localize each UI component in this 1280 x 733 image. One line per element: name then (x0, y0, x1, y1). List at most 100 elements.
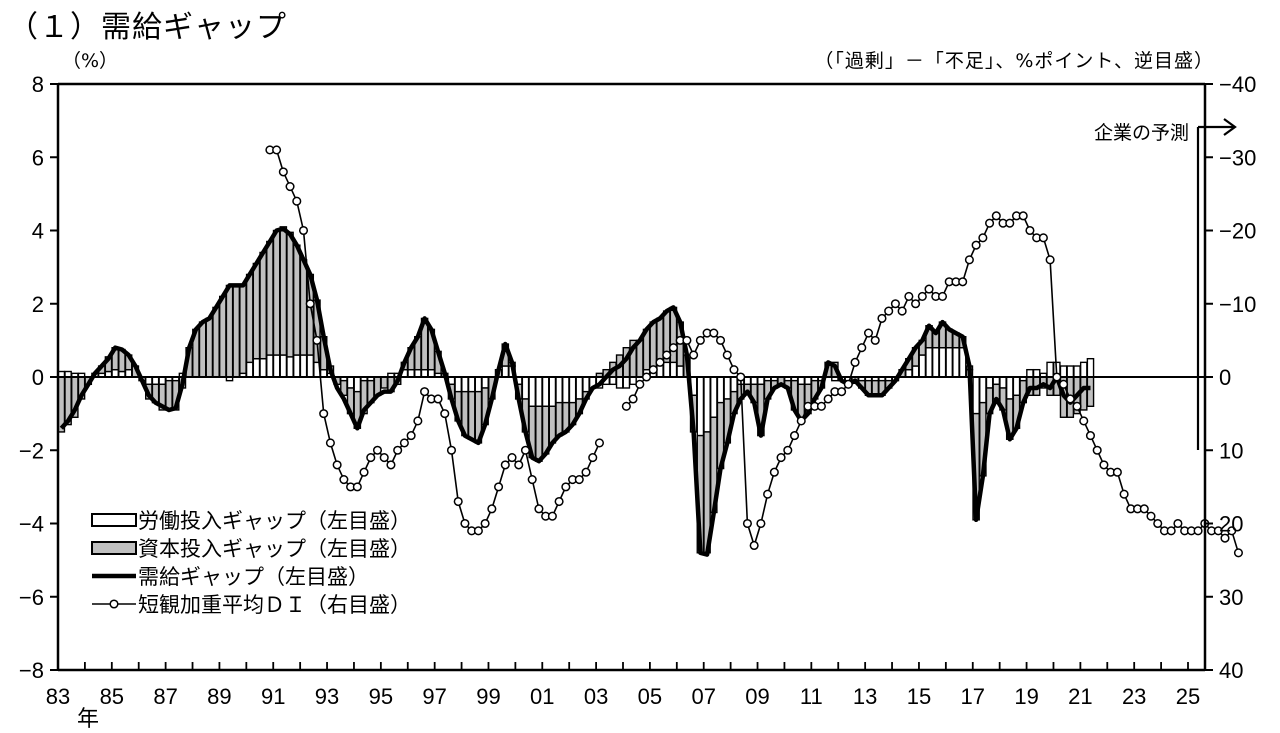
capital-bar (279, 226, 288, 356)
labor-bar (528, 376, 536, 407)
tankan-di-marker (924, 284, 934, 294)
tankan-di-marker (487, 504, 497, 514)
labor-bar (353, 376, 362, 393)
tankan-di-marker (863, 328, 874, 338)
tankan-di-marker (756, 518, 766, 529)
labor-bar (319, 368, 328, 378)
labor-bar (750, 376, 758, 386)
tankan-di-marker (1166, 526, 1176, 536)
tankan-di-marker (581, 467, 591, 477)
labor-bar (797, 376, 806, 386)
tankan-di-marker (272, 145, 282, 155)
capital-bar (245, 273, 254, 364)
tankan-di-marker (1099, 460, 1109, 470)
tankan-di-marker (958, 277, 968, 287)
tankan-di-marker (413, 416, 423, 426)
x-tick-label: 11 (800, 684, 823, 709)
tankan-di-marker (1038, 233, 1048, 243)
capital-bar (292, 244, 301, 356)
tankan-di-marker (433, 394, 443, 404)
tankan-di-marker (500, 460, 510, 470)
tankan-di-marker (985, 218, 995, 228)
labor-bar (703, 376, 711, 433)
arrow-right-icon (1223, 118, 1237, 136)
capital-bar (212, 306, 220, 378)
tankan-di-marker (507, 453, 517, 463)
labor-bar (521, 376, 530, 400)
year-suffix-label: 年 (77, 707, 99, 732)
tankan-di-marker (662, 350, 672, 360)
tankan-di-marker (722, 350, 732, 360)
left-axis-unit: （%） (62, 50, 119, 72)
capital-bar (225, 284, 234, 378)
tankan-di-marker (399, 438, 409, 448)
x-tick-label: 05 (638, 684, 662, 709)
tankan-di-marker (789, 431, 800, 441)
tankan-di-marker (715, 335, 726, 345)
labor-bar (1046, 361, 1054, 378)
labor-bar (346, 376, 355, 389)
x-tick-label: 95 (369, 684, 393, 709)
tankan-di-marker (742, 518, 752, 529)
labor-bar (1073, 365, 1081, 378)
tankan-di-marker (1025, 225, 1035, 236)
x-tick-label: 93 (315, 684, 339, 709)
labor-bar (609, 376, 617, 386)
tankan-di-marker (527, 475, 537, 485)
tankan-di-marker (641, 372, 652, 382)
tankan-di-marker (1213, 526, 1223, 536)
forecast-annotation: 企業の予測 (1094, 118, 1237, 450)
x-tick-label: 21 (1068, 684, 1092, 709)
legend-capital-swatch (91, 541, 137, 555)
tankan-di-marker (1193, 526, 1203, 536)
capital-bar (218, 295, 227, 378)
labor-bar (905, 368, 913, 378)
legend-di-marker (109, 599, 119, 609)
labor-bar (1012, 376, 1021, 397)
x-tick-label: 23 (1122, 684, 1146, 709)
tankan-di-marker (534, 504, 544, 514)
tankan-di-marker (298, 225, 309, 236)
labor-bar (1026, 368, 1034, 378)
capital-bar (1086, 376, 1095, 407)
tankan-di-marker (1173, 518, 1183, 529)
tankan-di-marker (763, 489, 773, 499)
tankan-di-marker (1139, 504, 1149, 514)
capital-bar (272, 229, 281, 356)
capital-bar (259, 251, 267, 360)
tankan-di-marker (453, 496, 463, 507)
tankan-di-marker (823, 394, 833, 404)
labor-bar (111, 368, 119, 378)
bar-series (57, 226, 1095, 554)
tankan-di-marker (776, 453, 786, 463)
labor-bar (925, 347, 933, 378)
labor-bar (931, 347, 940, 378)
tankan-di-marker (884, 306, 894, 316)
capital-bar (555, 401, 563, 437)
x-tick-label: 91 (261, 684, 285, 709)
tankan-di-marker (682, 335, 692, 345)
labor-bar (1066, 365, 1075, 378)
labor-bar (696, 376, 705, 437)
tankan-di-marker (393, 445, 403, 455)
tankan-di-marker (574, 475, 584, 485)
tankan-di-marker (897, 306, 907, 316)
x-tick-label: 83 (46, 684, 70, 709)
legend-label: 労働投入ギャップ（左目盛） (138, 509, 411, 533)
tankan-di-marker (1072, 401, 1082, 411)
tankan-di-marker (588, 453, 598, 463)
x-tick-label: 87 (153, 684, 177, 709)
tankan-di-marker (352, 482, 362, 492)
capital-bar (467, 390, 476, 440)
tankan-di-marker (655, 357, 665, 367)
tankan-di-marker (446, 445, 457, 455)
x-tick-label: 09 (745, 684, 769, 709)
tankan-di-marker (372, 445, 383, 455)
labor-bar (420, 368, 429, 378)
tankan-di-marker (1005, 218, 1015, 228)
labor-bar (992, 376, 1001, 386)
labor-bar (467, 376, 476, 393)
labor-bar (710, 376, 718, 418)
labor-bar (985, 376, 994, 389)
